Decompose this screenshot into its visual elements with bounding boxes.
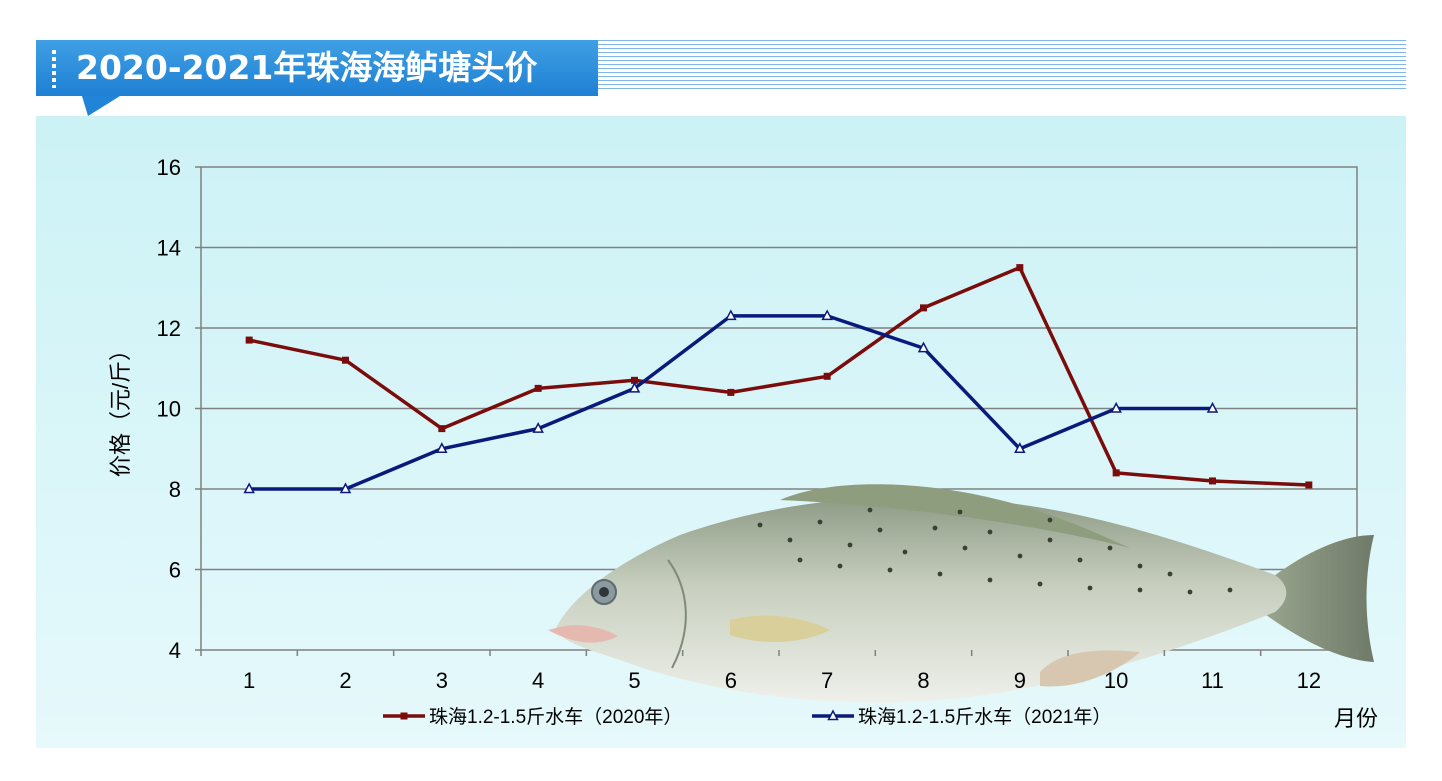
data-point	[438, 425, 446, 433]
y-tick-label: 10	[157, 397, 181, 422]
x-tick-label: 11	[1201, 668, 1224, 693]
data-point	[628, 381, 641, 393]
fish-spot	[1087, 585, 1093, 591]
data-point	[631, 376, 638, 384]
fish-spot	[1137, 587, 1143, 593]
data-point	[532, 422, 544, 433]
x-tick-label: 9	[1014, 668, 1026, 693]
x-tick-label: 5	[628, 668, 640, 693]
legend-swatch-marker	[400, 712, 408, 720]
data-point	[725, 309, 737, 321]
series-1	[245, 264, 1313, 489]
x-tick-label: 3	[436, 668, 448, 693]
legend-item-2: 珠海1.2-1.5斤水车（2021年）	[812, 706, 1111, 728]
legend: 珠海1.2-1.5斤水车（2020年） 珠海1.2-1.5斤水车（2021年）	[383, 706, 1111, 728]
data-point	[1112, 469, 1120, 477]
fish-spot	[1167, 571, 1173, 577]
x-tick-label: 4	[532, 668, 544, 693]
y-tick-label: 14	[157, 236, 181, 261]
fish-spot	[987, 577, 993, 583]
fish-spot	[757, 522, 763, 528]
x-tick-label: 1	[243, 668, 255, 693]
x-tick-label: 12	[1297, 668, 1321, 693]
y-tick-label: 12	[157, 316, 181, 341]
data-point	[342, 356, 349, 364]
fish-spot	[1107, 545, 1113, 551]
y-tick-label: 6	[169, 558, 181, 583]
x-axis-label: 月份	[1334, 706, 1378, 731]
banner-tail	[82, 96, 120, 116]
x-tick-label: 8	[917, 668, 929, 693]
fish-spot	[1047, 537, 1053, 543]
data-point	[1206, 401, 1219, 413]
fish-spot	[962, 545, 968, 551]
data-point	[1305, 481, 1313, 489]
y-axis: 4 6 8 10 12 14 16	[157, 155, 201, 663]
data-point	[245, 336, 253, 344]
header-stripes	[598, 40, 1406, 92]
sea-bass-photo	[548, 484, 1374, 703]
x-tick-label: 2	[339, 668, 351, 693]
legend-item-1: 珠海1.2-1.5斤水车（2020年）	[383, 706, 682, 728]
legend-label: 珠海1.2-1.5斤水车（2021年）	[858, 706, 1111, 728]
data-point	[243, 482, 255, 494]
y-tick-label: 4	[169, 638, 181, 663]
fish-spot	[797, 557, 803, 563]
fish-spot	[877, 527, 883, 533]
fish-spot	[902, 549, 908, 555]
fish-spot	[1137, 563, 1143, 569]
series-line	[248, 265, 1309, 487]
series-2	[243, 309, 1219, 494]
data-point	[821, 309, 833, 321]
y-axis-label: 价格（元/斤）	[108, 339, 133, 477]
fish-spot	[1077, 557, 1083, 563]
legend-label: 珠海1.2-1.5斤水车（2020年）	[429, 706, 682, 728]
data-point	[917, 341, 930, 353]
title-banner	[36, 40, 598, 96]
fish-spot	[1037, 581, 1043, 587]
data-point	[823, 372, 831, 380]
fish-spot	[1227, 587, 1233, 593]
legend-swatch-marker	[827, 709, 839, 721]
data-point	[1110, 401, 1122, 413]
fish-spot	[867, 507, 873, 513]
fish-spot	[932, 525, 938, 531]
fish-spot	[937, 571, 943, 577]
banner-dots	[52, 50, 56, 88]
x-tick-label: 6	[725, 668, 737, 693]
fish-spot	[1017, 553, 1023, 559]
data-point	[1016, 264, 1024, 272]
data-point	[920, 304, 927, 312]
x-axis: 1 2 3 4 5 6 7 8 9 10 11 12	[200, 650, 1358, 693]
fish-spot	[987, 529, 993, 535]
series-line	[249, 314, 1213, 491]
fish-spot	[887, 567, 893, 573]
series-layer	[243, 264, 1313, 494]
data-point	[534, 384, 542, 392]
fish-spot	[837, 563, 843, 569]
fish-spot	[957, 509, 963, 515]
fish-spot	[817, 519, 823, 525]
data-point	[1209, 477, 1216, 485]
y-tick-label: 8	[169, 477, 181, 502]
y-tick-label: 16	[157, 155, 181, 180]
fish-spot	[787, 537, 793, 543]
x-tick-label: 10	[1104, 668, 1128, 693]
data-point	[727, 388, 735, 396]
page-title: 2020-2021年珠海海鲈塘头价	[76, 48, 538, 87]
data-point	[1014, 442, 1026, 453]
data-point	[436, 442, 448, 453]
fish-spot	[1187, 589, 1193, 595]
fish-spot	[847, 542, 853, 548]
data-point	[339, 482, 352, 494]
x-tick-label: 7	[821, 668, 833, 693]
fish-spot	[1047, 517, 1053, 523]
